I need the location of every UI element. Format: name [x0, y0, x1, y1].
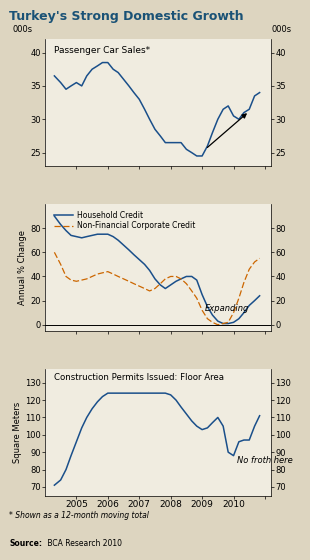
Text: No froth here: No froth here — [237, 456, 292, 465]
Text: Passenger Car Sales*: Passenger Car Sales* — [54, 45, 150, 54]
Text: Construction Permits Issued: Floor Area: Construction Permits Issued: Floor Area — [54, 372, 224, 381]
Text: BCA Research 2010: BCA Research 2010 — [45, 539, 122, 548]
Text: Turkey's Strong Domestic Growth: Turkey's Strong Domestic Growth — [9, 10, 244, 23]
Text: 000s: 000s — [271, 25, 291, 34]
Y-axis label: Annual % Change: Annual % Change — [18, 230, 27, 305]
Text: Source:: Source: — [9, 539, 42, 548]
Legend: Household Credit, Non-Financial Corporate Credit: Household Credit, Non-Financial Corporat… — [51, 208, 198, 234]
Y-axis label: Square Meters: Square Meters — [13, 402, 22, 463]
Text: Expanding: Expanding — [205, 305, 249, 314]
Text: 000s: 000s — [12, 25, 32, 34]
Text: * Shown as a 12-month moving total: * Shown as a 12-month moving total — [9, 511, 149, 520]
